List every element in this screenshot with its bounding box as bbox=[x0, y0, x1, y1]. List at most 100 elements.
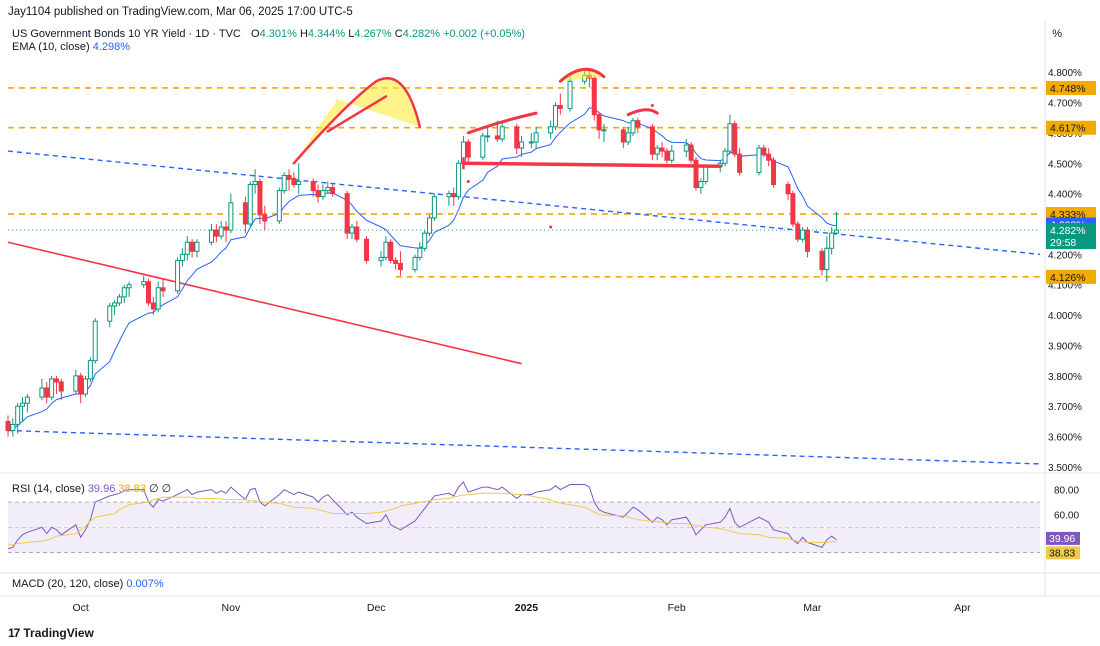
candle bbox=[349, 224, 355, 240]
rsi-tick-label: 60.00 bbox=[1054, 511, 1079, 522]
candle-body bbox=[456, 162, 462, 198]
candle-body bbox=[790, 193, 796, 225]
candle bbox=[39, 378, 45, 401]
rsi-legend[interactable]: RSI (14, close) 39.96 38.83 ∅ ∅ bbox=[12, 482, 171, 495]
candle-body bbox=[451, 193, 457, 198]
candle bbox=[625, 126, 631, 146]
candle bbox=[480, 132, 486, 161]
candle bbox=[184, 236, 190, 261]
candle bbox=[829, 227, 835, 255]
rsi-settings-icons[interactable]: ∅ ∅ bbox=[149, 483, 172, 495]
candle-body bbox=[727, 123, 733, 152]
candle bbox=[208, 224, 214, 246]
candle bbox=[87, 357, 93, 382]
ema-label[interactable]: EMA (10, close) bbox=[12, 41, 90, 53]
price-tag-bg bbox=[1046, 269, 1096, 284]
candle bbox=[388, 239, 394, 264]
close-label: C bbox=[394, 28, 403, 40]
candle-body bbox=[771, 159, 777, 186]
candle-body bbox=[112, 302, 118, 307]
candle bbox=[790, 190, 796, 228]
price-tag-bg bbox=[1046, 120, 1096, 135]
symbol-name[interactable]: US Government Bonds 10 YR Yield · 1D · T… bbox=[12, 28, 241, 40]
trendline-blue-lower bbox=[7, 429, 1041, 465]
candle bbox=[499, 120, 505, 142]
symbol-legend[interactable]: US Government Bonds 10 YR Yield · 1D · T… bbox=[12, 28, 525, 40]
candle-body bbox=[39, 387, 45, 398]
candle bbox=[189, 239, 195, 258]
candle bbox=[155, 281, 161, 313]
price-tag-label: 4.748% bbox=[1050, 83, 1086, 95]
candle-body bbox=[417, 247, 423, 258]
candle bbox=[737, 148, 743, 176]
candle bbox=[179, 248, 185, 267]
candle-body bbox=[257, 180, 263, 216]
candle bbox=[92, 318, 98, 364]
rsi-ma-value: 38.83 bbox=[118, 483, 146, 495]
candle-body bbox=[654, 147, 660, 155]
candle-body bbox=[344, 193, 350, 234]
candle bbox=[291, 172, 297, 188]
x-tick-label: Dec bbox=[367, 602, 386, 614]
candle bbox=[218, 220, 224, 240]
candle-body bbox=[175, 259, 181, 292]
ema-legend[interactable]: EMA (10, close) 4.298% bbox=[12, 41, 130, 53]
candle-body bbox=[485, 135, 491, 138]
publisher-text: Jay1104 published on TradingView.com, Ma… bbox=[8, 6, 353, 18]
rsi-tick-label: 80.00 bbox=[1054, 486, 1079, 497]
candle-body bbox=[276, 190, 282, 222]
candle bbox=[693, 157, 699, 191]
candle-body bbox=[422, 232, 428, 249]
candle bbox=[548, 120, 554, 139]
candle-body bbox=[291, 177, 297, 186]
candle-body bbox=[669, 150, 675, 161]
candle bbox=[286, 169, 292, 191]
price-tag-bg bbox=[1046, 206, 1096, 221]
y-tick-label: 4.200% bbox=[1048, 250, 1082, 261]
candle-body bbox=[446, 193, 452, 198]
low-label: L bbox=[348, 28, 355, 40]
x-tick-label: Feb bbox=[668, 602, 686, 614]
candle-body bbox=[315, 190, 321, 198]
candle bbox=[107, 302, 113, 328]
candle bbox=[659, 142, 665, 158]
candle-body bbox=[480, 135, 486, 158]
candle-body bbox=[92, 320, 98, 362]
candle-body bbox=[58, 381, 64, 392]
candle-body bbox=[281, 174, 287, 192]
tradingview-logo[interactable]: 17 TradingView bbox=[8, 626, 94, 640]
candle-body bbox=[364, 238, 370, 261]
candle-body bbox=[126, 284, 132, 289]
candle bbox=[126, 281, 132, 297]
candle-body bbox=[601, 129, 607, 132]
candle bbox=[325, 181, 331, 194]
candle bbox=[73, 369, 79, 395]
macd-legend[interactable]: MACD (20, 120, close) 0.007% bbox=[12, 578, 164, 590]
candle-body bbox=[179, 253, 185, 261]
candle bbox=[223, 220, 229, 243]
candle-body bbox=[15, 405, 21, 425]
x-tick-label: Nov bbox=[222, 602, 241, 614]
neckline-drawing bbox=[461, 161, 722, 169]
candle-body bbox=[53, 378, 59, 383]
rsi-label[interactable]: RSI (14, close) bbox=[12, 483, 85, 495]
macd-label[interactable]: MACD (20, 120, close) bbox=[12, 578, 124, 590]
percent-scale-label[interactable]: % bbox=[1052, 28, 1062, 40]
y-tick-label: 4.800% bbox=[1048, 68, 1082, 79]
candle bbox=[591, 75, 597, 121]
candle bbox=[519, 135, 525, 158]
y-tick-label: 3.800% bbox=[1048, 372, 1082, 383]
candle bbox=[761, 145, 767, 158]
candle bbox=[824, 236, 830, 282]
macd-value: 0.007% bbox=[126, 578, 164, 590]
candle bbox=[800, 227, 806, 243]
candle-body bbox=[800, 229, 806, 240]
candle bbox=[262, 205, 268, 231]
rsi-value-tag: 39.96 bbox=[1049, 533, 1075, 545]
tradingview-logo-text: TradingView bbox=[23, 626, 94, 640]
candle bbox=[315, 184, 321, 203]
candle bbox=[150, 296, 156, 316]
candle bbox=[465, 138, 471, 164]
candle bbox=[296, 163, 302, 194]
